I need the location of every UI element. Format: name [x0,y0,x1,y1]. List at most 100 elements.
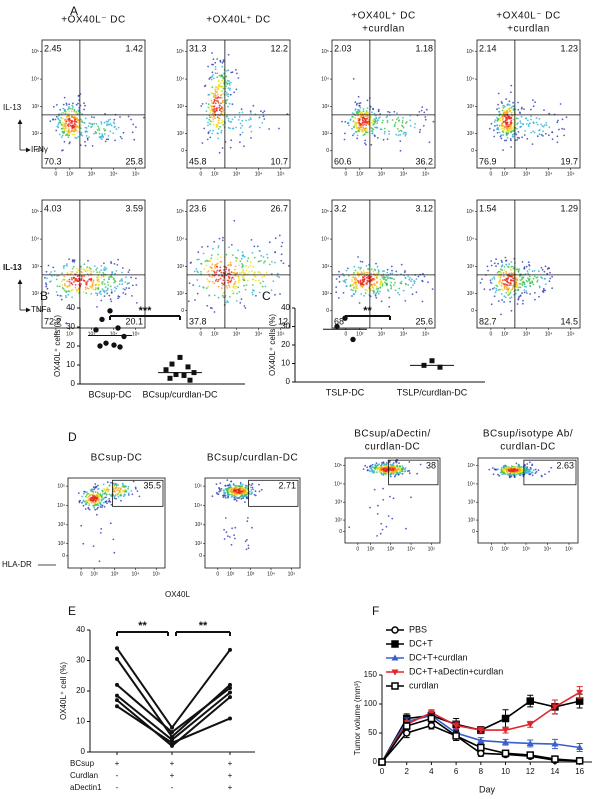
density-dot [376,535,378,537]
table-cell: + [170,771,175,780]
density-dot [62,122,64,124]
density-dot [233,534,235,536]
density-dot [119,283,121,285]
density-dot [111,125,113,127]
density-dot [538,130,540,132]
x-tick-label: 10² [227,571,235,577]
density-dot [353,133,355,135]
density-dot [507,137,509,139]
density-dot [255,490,257,492]
density-dot [384,133,386,135]
density-dot [424,276,426,278]
density-dot [218,123,220,125]
density-dot [359,122,361,124]
density-dot [399,467,401,469]
density-dot [504,471,506,473]
density-dot [244,273,246,275]
density-dot [227,99,229,101]
density-dot [223,283,225,285]
density-dot [222,237,224,239]
density-dot [48,265,50,267]
y-tick-label: 0 [181,308,184,314]
density-dot [362,286,364,288]
quadrant-value: 14.5 [560,316,578,326]
density-dot [377,119,379,121]
density-dot [398,130,400,132]
density-dot [221,282,223,284]
density-dot [372,288,374,290]
density-dot [510,85,512,87]
density-dot [495,258,497,260]
density-dot [260,260,262,262]
density-dot [216,279,218,281]
density-dot [80,269,82,271]
density-dot [544,278,546,280]
density-dot [215,89,217,91]
density-dot [405,528,407,530]
density-dot [78,492,80,494]
plot-title: BCsup/isotype Ab/ [483,429,573,440]
density-dot [498,475,500,477]
y-tick-label: 0 [472,529,475,535]
density-dot [529,473,531,475]
density-dot [238,278,240,280]
plot-frame [477,40,580,168]
x-tick-label: 10³ [233,331,241,337]
density-dot [211,270,213,272]
density-dot [132,131,134,133]
density-dot [110,298,112,300]
density-dot [227,280,229,282]
data-point [503,750,509,756]
density-dot [211,52,213,54]
quadrant-value: 23.6 [189,203,207,213]
density-dot [544,290,546,292]
density-dot [513,286,515,288]
y-tick-label: 0 [81,747,86,756]
density-dot [137,490,139,492]
density-dot [502,279,504,281]
density-dot [231,494,233,496]
density-dot [97,489,99,491]
density-dot [386,526,388,528]
density-dot [98,129,100,131]
density-dot [544,473,546,475]
density-dot [227,494,229,496]
density-dot [221,287,223,289]
density-dot [351,279,353,281]
table-cell: - [171,783,174,792]
density-dot [376,281,378,283]
plot-frame [477,200,580,328]
density-dot [240,482,242,484]
density-dot [100,293,102,295]
density-dot [519,126,521,128]
density-dot [81,272,83,274]
density-dot [283,262,285,264]
density-dot [217,100,219,102]
density-dot [260,282,262,284]
legend-label: DC+T+aDectin+curdlan [409,666,503,676]
density-dot [365,144,367,146]
density-dot [532,143,534,145]
density-dot [490,260,492,262]
density-dot [222,147,224,149]
density-dot [76,268,78,270]
density-dot [216,109,218,111]
density-dot [513,105,515,107]
density-dot [500,268,502,270]
density-dot [127,488,129,490]
density-dot [501,266,503,268]
y-tick-label: 10² [322,131,330,137]
density-dot [245,289,247,291]
density-dot [221,130,223,132]
density-dot [382,499,384,501]
density-dot [108,498,110,500]
density-dot [541,475,543,477]
density-dot [416,278,418,280]
density-dot [87,260,89,262]
density-dot [45,286,47,288]
density-dot [90,280,92,282]
density-dot [98,499,100,501]
quadrant-value: 36.2 [415,156,433,166]
density-dot [98,288,100,290]
y-tick-label: 30 [281,322,290,331]
